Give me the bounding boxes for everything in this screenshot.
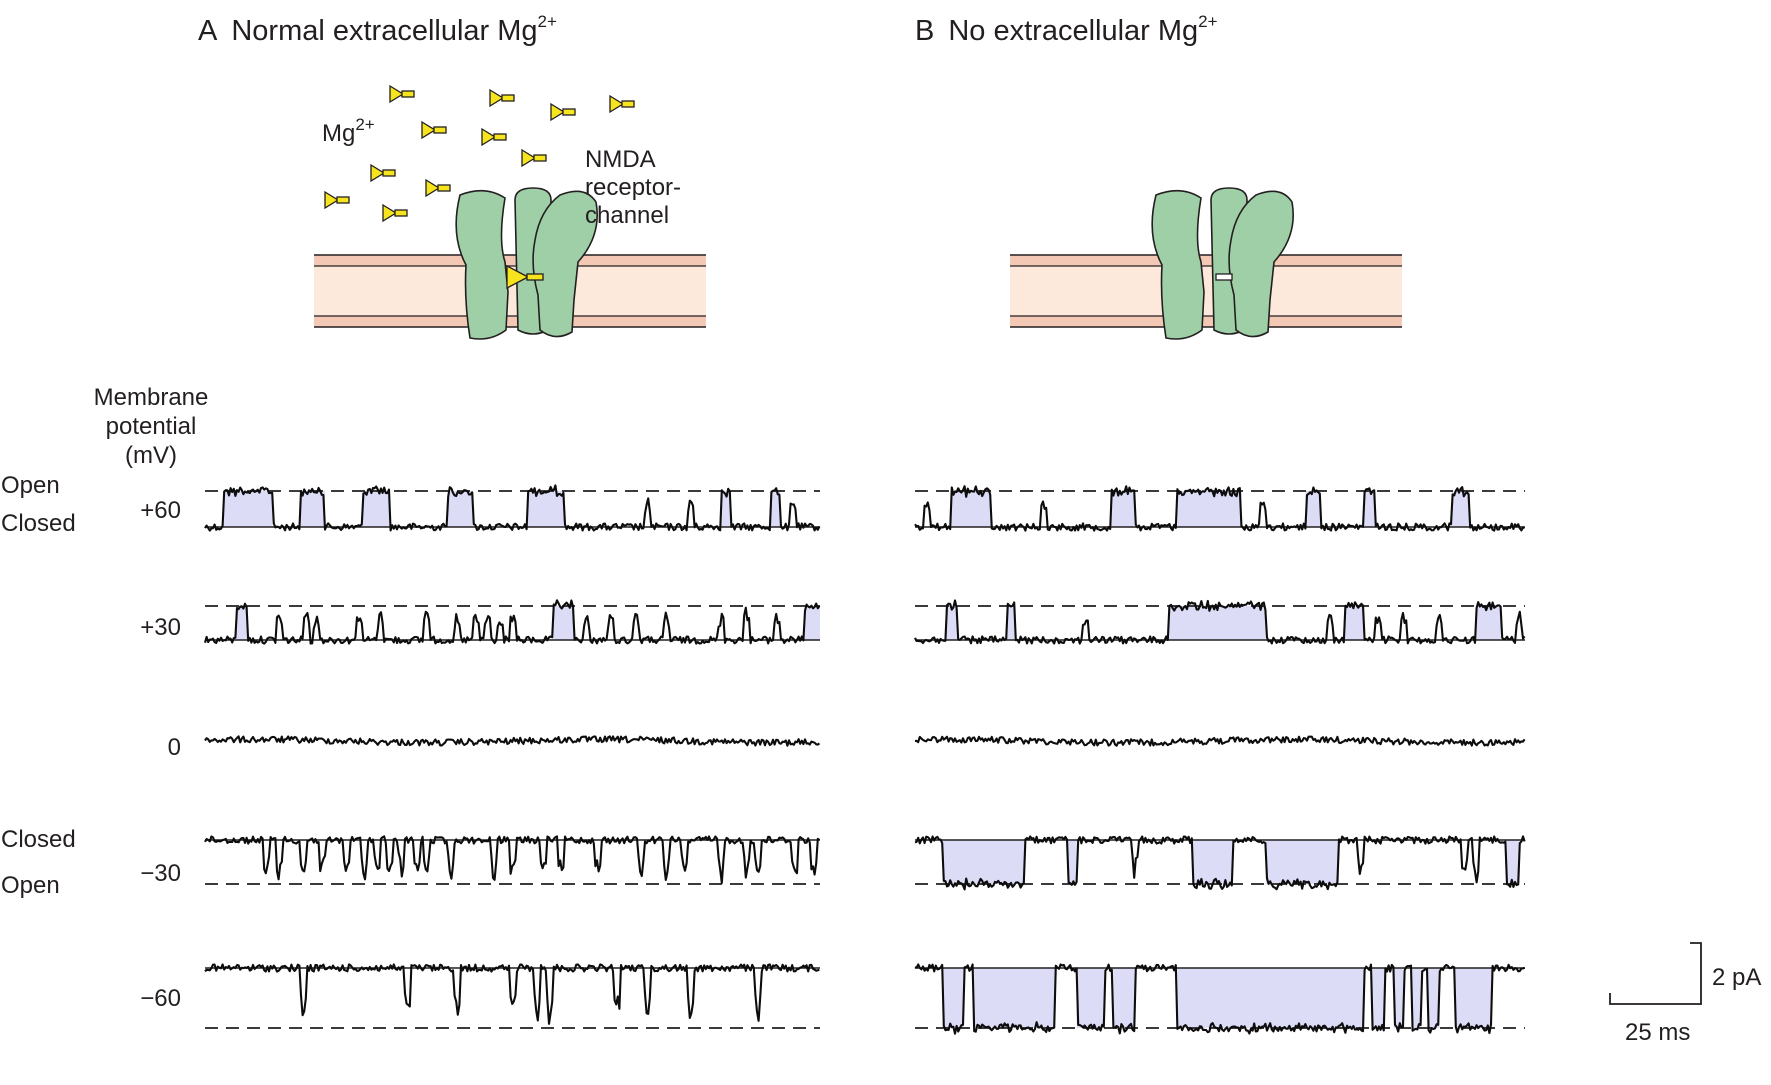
current-trace (203, 599, 821, 645)
potential-heading-3: (mV) (125, 442, 177, 469)
mg-ion (370, 163, 396, 183)
trace-b-row-3 (914, 835, 1526, 891)
channel-opening (1076, 968, 1105, 1028)
trace-a-row-0 (204, 484, 821, 532)
channel-opening (1345, 606, 1364, 640)
channel-opening (942, 840, 1025, 884)
channel-opening (721, 491, 731, 527)
mg-ion (425, 178, 451, 198)
nmda-receptor-channel-b (1151, 187, 1294, 340)
mg-ion (382, 203, 408, 223)
channel-opening (1454, 968, 1492, 1028)
channel-opening (1305, 491, 1321, 527)
channel-opening (1192, 840, 1233, 884)
membrane-a (314, 254, 706, 328)
potential-label-minus30: −30 (140, 860, 181, 887)
nmda-receptor-channel-a (455, 187, 598, 340)
trace-b-row-0 (914, 485, 1525, 532)
mg-ion (521, 148, 547, 168)
current-trace (914, 485, 1525, 532)
mg-ion (609, 94, 635, 114)
membrane-b (1010, 254, 1402, 328)
channel-opening (804, 606, 820, 640)
channel-opening (235, 606, 249, 640)
channel-opening (527, 491, 565, 527)
scale-bar-current-label: 2 pA (1712, 964, 1761, 991)
trace-a-row-1 (203, 599, 821, 645)
trace-a-row-4 (204, 963, 820, 1029)
channel-opening (1476, 606, 1501, 640)
channel-opening (1427, 968, 1440, 1028)
channel-opening (1372, 968, 1385, 1028)
trace-a-row-3 (204, 835, 821, 885)
channel-opening (1110, 491, 1135, 527)
channel-opening (1363, 491, 1376, 527)
potential-label-plus30: +30 (140, 614, 181, 641)
closed-label-top: Closed (1, 510, 76, 537)
trace-a-row-2 (204, 735, 821, 747)
current-trace (204, 484, 821, 532)
channel-opening (1113, 968, 1135, 1028)
open-label-bottom: Open (1, 872, 60, 899)
mg-ion-in-pore (506, 264, 544, 290)
current-trace (914, 963, 1526, 1035)
mg-ion (489, 88, 515, 108)
current-trace (204, 963, 820, 1025)
mg-ion (324, 190, 350, 210)
channel-opening (447, 491, 473, 527)
channel-opening (951, 491, 992, 527)
channel-opening (1006, 606, 1016, 640)
mg-ion (481, 127, 507, 147)
trace-b-row-4 (914, 963, 1526, 1035)
mg-ion (421, 120, 447, 140)
channel-opening (1067, 840, 1077, 884)
current-trace (204, 835, 821, 884)
channel-opening (1393, 968, 1403, 1028)
channel-opening (552, 606, 574, 640)
scale-bar-time-label: 25 ms (1625, 1019, 1690, 1046)
channel-opening (361, 491, 390, 527)
panel-a-title: A Normal extracellular Mg2+ (198, 12, 557, 47)
mg-ion-label: Mg2+ (322, 115, 375, 147)
channel-opening (972, 968, 1056, 1028)
potential-label-zero: 0 (168, 734, 181, 761)
channel-label-2: receptor- (585, 174, 681, 201)
potential-label-minus60: −60 (140, 985, 181, 1012)
channel-opening (945, 606, 958, 640)
channel-opening (300, 491, 325, 527)
channel-opening (942, 968, 964, 1028)
scale-bar: 2 pA 25 ms (1609, 942, 1761, 1046)
channel-opening (1177, 968, 1364, 1028)
trace-b-row-1 (914, 599, 1526, 645)
potential-heading-1: Membrane (94, 384, 209, 411)
trace-b-row-2 (915, 735, 1526, 747)
channel-opening (1412, 968, 1422, 1028)
mg-ion (550, 102, 576, 122)
current-trace (914, 599, 1526, 645)
channel-opening (223, 491, 273, 527)
current-trace (915, 735, 1526, 747)
current-trace (914, 835, 1526, 891)
channel-label-1: NMDA (585, 146, 656, 173)
channel-opening (1451, 491, 1471, 527)
channel-opening (770, 491, 781, 527)
mg-ions (324, 84, 635, 223)
panel-b-title: B No extracellular Mg2+ (915, 12, 1218, 47)
channel-opening (1177, 491, 1242, 527)
channel-opening (1168, 606, 1266, 640)
closed-label-bottom: Closed (1, 826, 76, 853)
current-trace (204, 735, 821, 747)
channel-label-3: channel (585, 202, 669, 229)
channel-opening (1265, 840, 1339, 884)
channel-opening (1506, 840, 1519, 884)
open-label-top: Open (1, 472, 60, 499)
potential-label-plus60: +60 (140, 497, 181, 524)
current-traces (203, 484, 1526, 1035)
mg-ion (389, 84, 415, 104)
potential-heading-2: potential (106, 413, 197, 440)
